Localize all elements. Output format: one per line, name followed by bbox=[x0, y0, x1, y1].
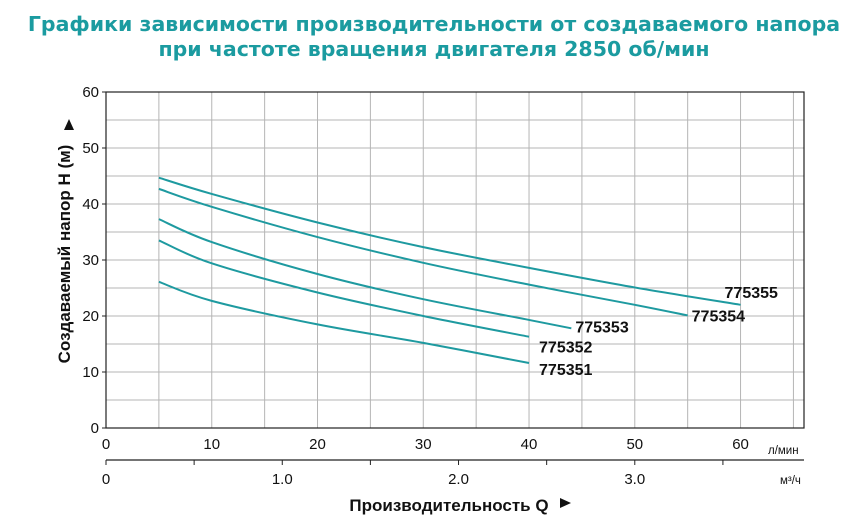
secondary-x-tick-label: 3.0 bbox=[624, 471, 645, 488]
secondary-x-unit-label: м³/ч bbox=[780, 475, 801, 487]
series-line-775351 bbox=[158, 280, 530, 365]
x-axis-label: Производительность Q bbox=[349, 496, 548, 515]
x-tick-label: 60 bbox=[732, 436, 749, 453]
secondary-x-tick-label: 1.0 bbox=[272, 471, 293, 488]
x-unit-label: л/мин bbox=[768, 445, 799, 457]
chart-title-line-2: при частоте вращения двигателя 2850 об/м… bbox=[158, 37, 710, 61]
x-tick-label: 0 bbox=[102, 436, 110, 453]
series-line-775354 bbox=[158, 187, 688, 317]
y-axis-arrow-icon bbox=[64, 119, 74, 130]
y-tick-label: 50 bbox=[82, 140, 99, 157]
series-line-775353 bbox=[158, 218, 572, 330]
x-tick-label: 30 bbox=[415, 436, 432, 453]
x-axis-arrow-icon bbox=[560, 498, 571, 508]
y-tick-label: 60 bbox=[82, 84, 99, 101]
secondary-x-tick-label: 0 bbox=[102, 471, 110, 488]
y-tick-label: 30 bbox=[82, 252, 99, 269]
y-tick-label: 0 bbox=[91, 420, 99, 437]
y-axis-label: Создаваемый напор H (м) bbox=[55, 145, 74, 364]
chart-title: Графики зависимости производительности о… bbox=[0, 12, 868, 62]
series-label-775351: 775351 bbox=[539, 362, 592, 379]
series-label-775354: 775354 bbox=[692, 308, 745, 325]
y-tick-label: 40 bbox=[82, 196, 99, 213]
series-label-775355: 775355 bbox=[725, 285, 778, 302]
series-line-775355 bbox=[158, 176, 741, 306]
x-tick-label: 10 bbox=[203, 436, 220, 453]
chart-title-line-1: Графики зависимости производительности о… bbox=[27, 12, 841, 36]
x-tick-label: 40 bbox=[521, 436, 538, 453]
y-tick-label: 10 bbox=[82, 364, 99, 381]
x-tick-label: 20 bbox=[309, 436, 326, 453]
series-label-775352: 775352 bbox=[539, 340, 592, 357]
x-tick-label: 50 bbox=[626, 436, 643, 453]
secondary-x-tick-label: 2.0 bbox=[448, 471, 469, 488]
y-tick-label: 20 bbox=[82, 308, 99, 325]
series-line-775352 bbox=[158, 239, 530, 338]
series-label-775353: 775353 bbox=[575, 319, 628, 336]
